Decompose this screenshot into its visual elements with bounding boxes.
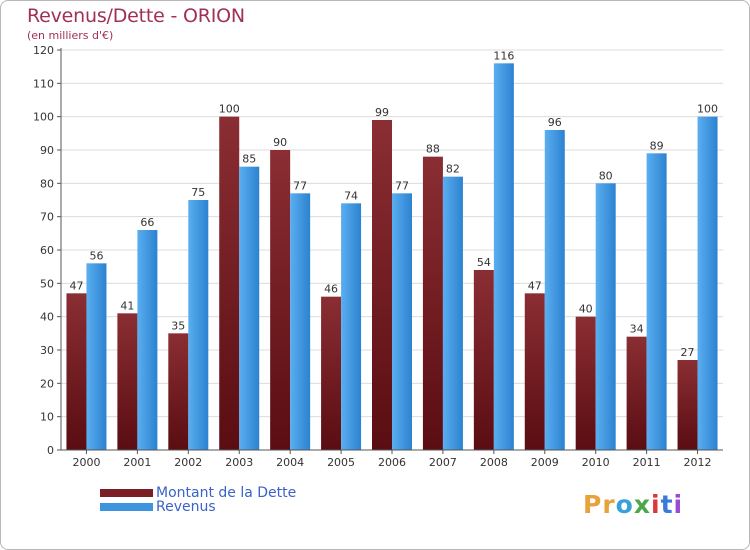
logo-letter: r — [602, 490, 616, 519]
x-tick-label: 2001 — [123, 456, 151, 469]
bar-debt — [524, 293, 545, 450]
bar-debt — [575, 316, 596, 450]
data-label-revenue: 85 — [242, 153, 256, 166]
data-label-revenue: 96 — [548, 116, 562, 129]
logo-letter: i — [651, 490, 661, 519]
legend: Montant de la Dette Revenus — [100, 485, 297, 515]
bar-revenue — [392, 193, 412, 451]
bar-debt — [270, 150, 291, 450]
data-label-debt: 90 — [273, 136, 287, 149]
y-tick-label: 60 — [40, 244, 54, 257]
data-label-debt: 35 — [171, 319, 185, 332]
x-tick-label: 2003 — [225, 456, 253, 469]
data-label-revenue: 77 — [293, 179, 307, 192]
data-label-debt: 46 — [324, 283, 338, 296]
bar-revenue — [493, 63, 514, 450]
bar-revenue — [290, 193, 311, 451]
bar-revenue — [697, 116, 718, 451]
data-label-debt: 34 — [630, 323, 644, 336]
y-tick-label: 40 — [40, 311, 54, 324]
bar-debt — [321, 296, 342, 450]
y-tick-label: 50 — [40, 277, 54, 290]
bar-debt — [372, 120, 392, 450]
bar-revenue — [544, 130, 565, 450]
bar-revenue — [137, 230, 158, 450]
data-label-debt: 47 — [69, 279, 83, 292]
data-label-debt: 27 — [681, 346, 695, 359]
data-label-revenue: 80 — [599, 169, 613, 182]
x-tick-label: 2010 — [582, 456, 610, 469]
bar-debt — [66, 293, 87, 450]
bar-debt — [219, 116, 240, 451]
y-tick-label: 90 — [40, 144, 54, 157]
x-tick-label: 2000 — [72, 456, 100, 469]
bar-debt — [626, 336, 647, 450]
bar-revenue — [442, 176, 463, 450]
bar-debt — [677, 360, 698, 450]
y-tick-label: 30 — [40, 344, 54, 357]
data-label-revenue: 56 — [89, 249, 103, 262]
data-label-debt: 47 — [528, 279, 542, 292]
x-tick-label: 2004 — [276, 456, 304, 469]
y-tick-label: 110 — [33, 77, 54, 90]
x-axis: 2000 2001 2002 2003 2004 2005 2006 2007 2008 2009… — [61, 449, 723, 469]
logo-letter: o — [615, 490, 634, 519]
x-tick-label: 2009 — [531, 456, 559, 469]
y-tick-label: 70 — [40, 211, 54, 224]
logo-letter: i — [673, 490, 684, 519]
y-tick-label: 80 — [40, 177, 54, 190]
bar-revenue — [341, 203, 362, 450]
y-tick-label: 0 — [47, 444, 54, 457]
data-label-revenue: 75 — [191, 186, 205, 199]
logo-letter: t — [660, 490, 674, 519]
legend-item-debt: Montant de la Dette — [100, 485, 297, 501]
data-label-revenue: 100 — [697, 103, 718, 116]
bar-revenue — [86, 263, 107, 450]
x-tick-label: 2007 — [429, 456, 457, 469]
proxiti-logo: Proxiti — [583, 490, 683, 519]
bars: 47 56 41 66 35 75 100 85 90 77 46 74 99 77 88 82 54 116 47… — [66, 49, 718, 451]
data-label-revenue: 77 — [395, 179, 409, 192]
x-tick-label: 2002 — [174, 456, 202, 469]
bar-revenue — [646, 153, 667, 451]
data-label-revenue: 74 — [344, 189, 358, 202]
data-label-debt: 40 — [579, 303, 593, 316]
y-tick-label: 100 — [33, 111, 54, 124]
y-tick-label: 10 — [40, 411, 54, 424]
data-label-revenue: 82 — [446, 163, 460, 176]
x-tick-label: 2012 — [684, 456, 712, 469]
data-label-revenue: 66 — [140, 216, 154, 229]
bar-revenue — [188, 200, 209, 450]
chart-title: Revenus/Dette - ORION — [27, 5, 245, 27]
x-tick-label: 2006 — [378, 456, 406, 469]
chart-subtitle: (en milliers d'€) — [27, 29, 114, 42]
logo-letter: P — [583, 490, 603, 519]
data-label-debt: 41 — [120, 299, 134, 312]
x-tick-label: 2005 — [327, 456, 355, 469]
data-label-revenue: 116 — [493, 49, 514, 62]
bar-debt — [473, 270, 494, 450]
y-tick-label: 120 — [33, 44, 54, 57]
x-tick-label: 2008 — [480, 456, 508, 469]
y-axis: 0 10 20 30 40 50 60 70 80 90 100 110 120 — [33, 44, 62, 457]
data-label-revenue: 89 — [650, 139, 664, 152]
legend-swatch-revenue — [100, 503, 153, 511]
bar-debt — [168, 333, 189, 450]
data-label-debt: 54 — [477, 256, 491, 269]
bar-debt — [117, 313, 138, 450]
y-tick-label: 20 — [40, 377, 54, 390]
legend-swatch-debt — [100, 489, 153, 497]
data-label-debt: 88 — [426, 143, 440, 156]
data-label-debt: 99 — [375, 106, 389, 119]
data-label-debt: 100 — [219, 103, 240, 116]
legend-label-debt: Montant de la Dette — [156, 485, 297, 501]
legend-label-revenue: Revenus — [156, 499, 216, 515]
logo-letter: x — [633, 490, 651, 519]
bar-revenue — [239, 166, 260, 450]
x-tick-label: 2011 — [633, 456, 661, 469]
legend-item-revenue: Revenus — [100, 499, 296, 515]
bar-revenue — [595, 183, 616, 451]
bar-debt — [422, 156, 443, 450]
